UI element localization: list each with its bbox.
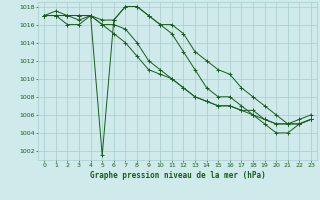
- X-axis label: Graphe pression niveau de la mer (hPa): Graphe pression niveau de la mer (hPa): [90, 171, 266, 180]
